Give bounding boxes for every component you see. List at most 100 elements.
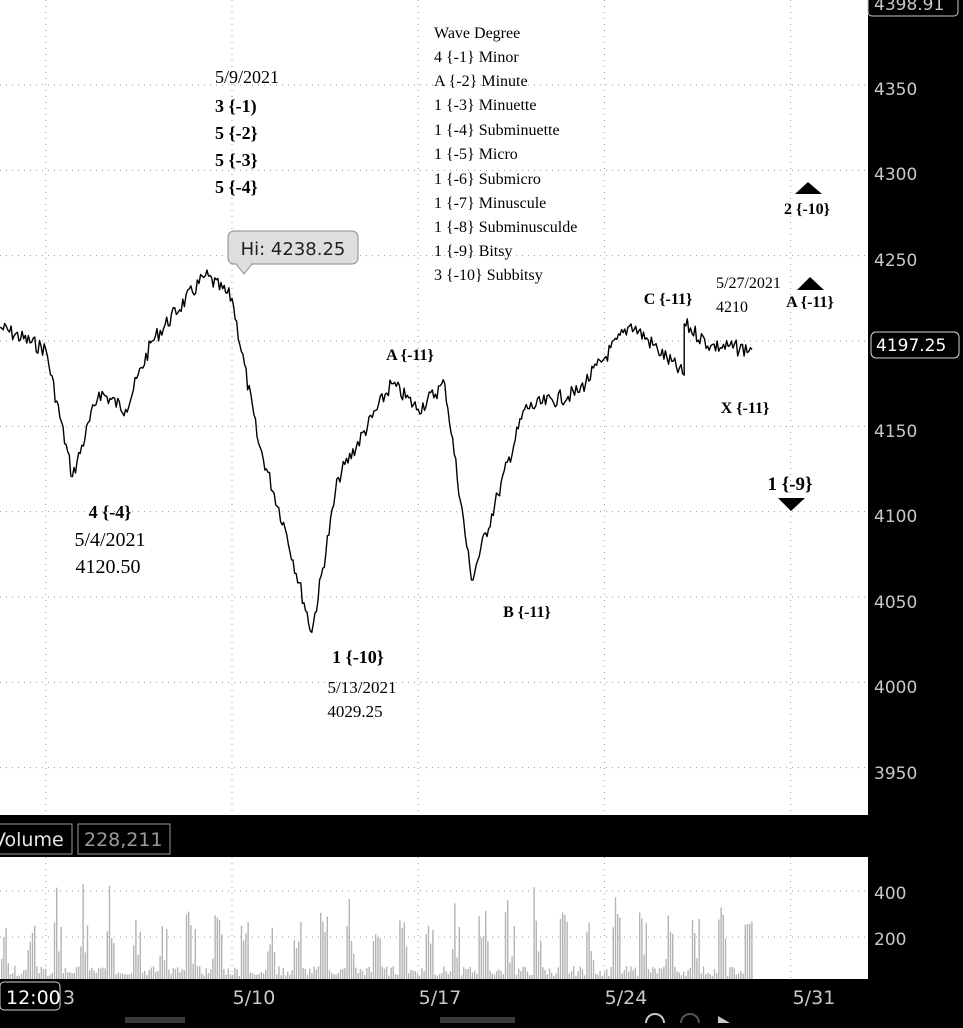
volume-bar <box>544 969 546 979</box>
volume-bar <box>119 973 122 979</box>
volume-bar <box>427 925 430 979</box>
time-label: 5/17 <box>419 987 462 1009</box>
volume-bar <box>216 917 218 979</box>
volume-bar <box>124 974 126 979</box>
volume-bar <box>326 916 328 979</box>
volume-bar <box>449 971 452 979</box>
volume-bar <box>696 958 698 979</box>
volume-axis: 400 200 <box>874 884 906 950</box>
volume-bar <box>152 966 155 979</box>
volume-bar <box>23 970 25 979</box>
volume-bar <box>190 925 192 979</box>
volume-bar <box>672 933 674 979</box>
volume-bar <box>353 953 355 979</box>
volume-bar <box>577 971 579 979</box>
volume-bar <box>432 929 434 979</box>
volume-bar <box>225 975 227 979</box>
volume-bar <box>205 968 207 979</box>
volume-bar <box>73 972 75 979</box>
volume-bar <box>36 966 38 979</box>
peak-wave-label: 5 {-4} <box>215 177 258 197</box>
wave4-value: 4120.50 <box>76 556 141 578</box>
volume-bar <box>276 974 278 979</box>
volume-bar <box>159 955 161 979</box>
volume-bar <box>284 975 287 979</box>
volume-bar <box>548 968 551 979</box>
volume-bar <box>379 938 381 979</box>
volume-bar <box>5 928 7 979</box>
volume-bar <box>60 926 62 979</box>
volume-bar <box>394 974 397 979</box>
volume-bar <box>80 946 82 979</box>
volume-label: Volume <box>0 829 64 851</box>
volume-bar <box>315 969 317 979</box>
volume-bar <box>537 951 540 979</box>
volume-bar <box>67 972 69 979</box>
volume-bar <box>53 922 56 979</box>
volume-bar <box>25 969 27 979</box>
volume-bar <box>100 968 102 979</box>
volume-bar <box>388 975 390 979</box>
volume-bar <box>485 910 487 979</box>
volume-bar <box>610 967 612 979</box>
legend-item: 1 {-6} Submicro <box>434 171 541 188</box>
legend-item: 1 {-9} Bitsy <box>434 243 512 260</box>
reset-icon[interactable] <box>680 1013 700 1028</box>
volume-bar <box>390 967 392 979</box>
volume-bar <box>718 919 720 979</box>
volume-bar <box>258 974 260 979</box>
volume-bar <box>212 958 214 979</box>
volume-bar <box>199 966 201 979</box>
volume-bar <box>452 949 454 979</box>
volume-bar <box>650 972 652 979</box>
price-tick: 4000 <box>874 678 917 698</box>
volume-bar <box>456 957 458 979</box>
volume-bar <box>12 973 14 979</box>
volume-bar <box>419 975 421 979</box>
volume-bar <box>148 970 150 979</box>
volume-bar <box>436 975 438 979</box>
volume-bar <box>608 975 610 979</box>
hi-bubble: Hi: 4238.25 <box>227 230 359 275</box>
volume-bar <box>645 922 647 979</box>
volume-bar <box>234 967 236 979</box>
volume-bar <box>168 969 170 979</box>
volume-bar <box>62 973 64 979</box>
volume-bar <box>590 951 592 979</box>
play-icon[interactable] <box>718 1016 730 1023</box>
volume-bar <box>639 912 641 979</box>
legend-item: 4 {-1} Minor <box>434 49 519 66</box>
volume-bar <box>130 973 133 979</box>
volume-bar <box>3 937 5 979</box>
volume-bar <box>467 968 469 979</box>
scrollbar-thumb[interactable] <box>125 1017 185 1023</box>
scrollbar-thumb[interactable] <box>440 1017 515 1023</box>
volume-bar <box>458 926 460 979</box>
volume-bar <box>91 967 93 979</box>
volume-bar <box>592 960 595 979</box>
legend-item: 1 {-4} Subminuette <box>434 122 560 139</box>
zoom-icon[interactable] <box>645 1013 665 1028</box>
volume-bar <box>588 922 590 979</box>
volume-bar <box>522 966 524 979</box>
volume-bar <box>632 970 634 979</box>
volume-bar <box>476 973 478 979</box>
volume-bar <box>313 966 315 979</box>
volume-bar <box>504 912 507 979</box>
volume-bar <box>185 914 188 979</box>
volume-bar <box>474 970 476 979</box>
time-cursor: 12:00 <box>6 987 61 1009</box>
volume-bar <box>295 948 298 979</box>
volume-bar <box>742 973 744 979</box>
volume-bar <box>377 937 379 979</box>
volume-series <box>1 884 753 979</box>
time-axis: 12:00 3 5/10 5/17 5/24 5/31 <box>0 981 835 1028</box>
volume-bar <box>687 970 689 979</box>
volume-bar <box>89 970 91 979</box>
volume-bar <box>531 975 533 979</box>
volume-bar <box>320 912 322 979</box>
volume-bar <box>229 974 232 979</box>
volume-bar <box>221 934 223 979</box>
volume-bar <box>471 972 474 979</box>
